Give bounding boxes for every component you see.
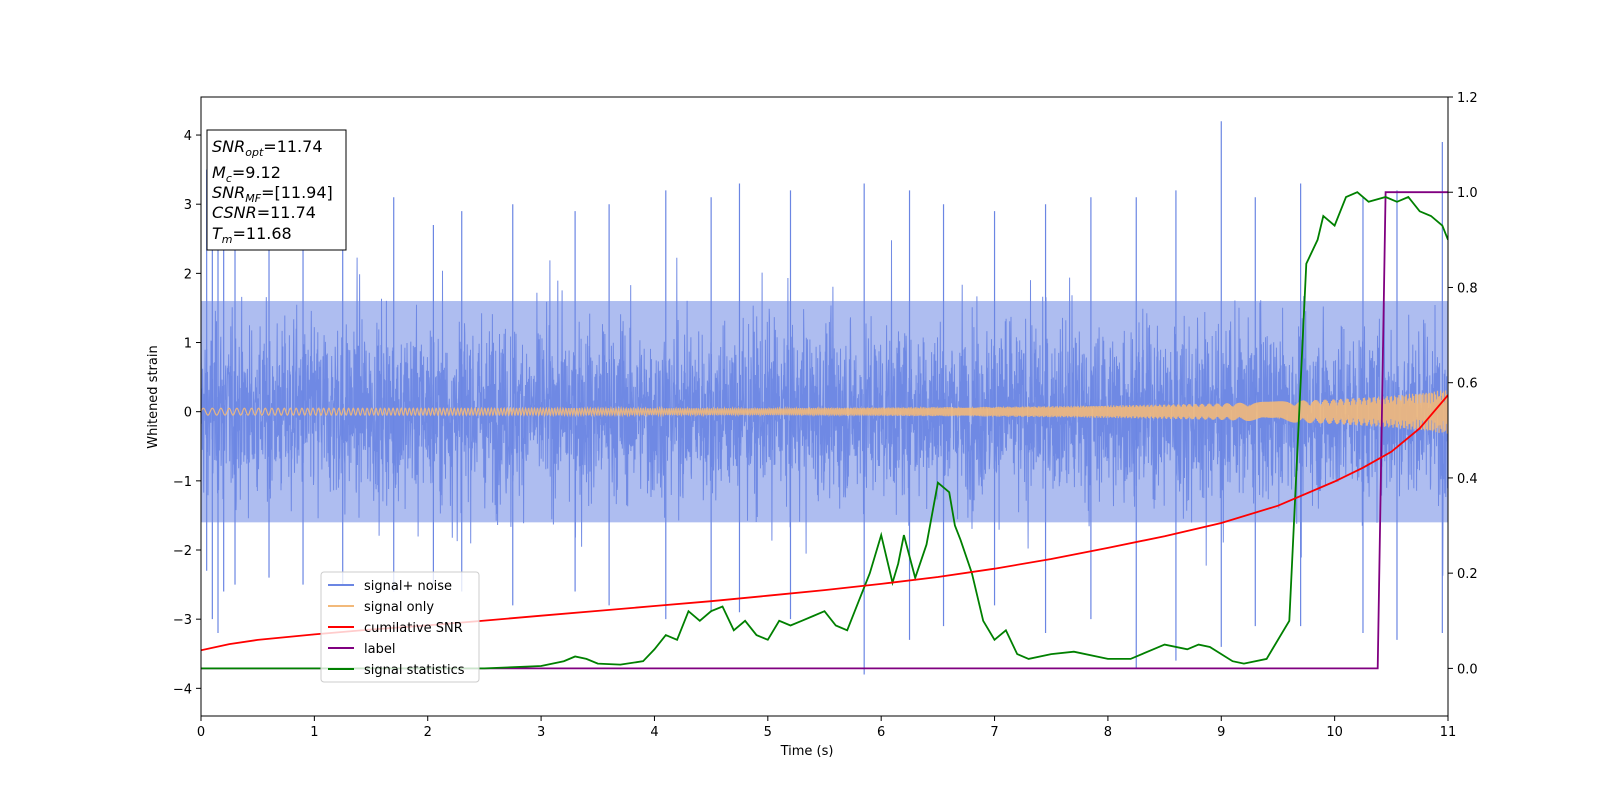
y2-tick-label: 0.8 [1457,281,1478,296]
x-tick-label: 8 [1104,725,1112,740]
info-box: SNRopt=11.74 Mc=9.12 SNRMF=[11.94] CSNR=… [206,129,347,251]
legend-entry-noise: signal+ noise [364,579,452,594]
x-tick-label: 1 [310,725,318,740]
y2-tick-label: 1.2 [1457,91,1478,106]
info-mc: Mc=9.12 [212,163,281,185]
y2-tick-label: 0.0 [1457,662,1478,677]
info-snr-opt: SNRopt=11.74 [212,137,323,159]
y-tick-label: 1 [184,337,192,352]
y-tick-label: −4 [173,682,192,697]
x-tick-label: 10 [1326,725,1343,740]
series-stats-line [201,191,1448,670]
series-label-line [201,191,1448,670]
legend-entry-stats: signal statistics [364,663,465,678]
y2-axis-ticks: 0.0 0.2 0.4 0.6 0.8 1.0 1.2 [1448,91,1478,677]
y-tick-label: 3 [184,198,192,213]
x-tick-label: 7 [990,725,998,740]
x-tick-label: 0 [197,725,205,740]
y2-tick-label: 0.4 [1457,472,1478,487]
info-box-frame [206,129,347,251]
plot-frame [200,96,1449,717]
legend-frame [320,571,480,683]
x-tick-label: 9 [1217,725,1225,740]
x-tick-label: 6 [877,725,885,740]
legend-entry-label: label [364,642,395,657]
y-tick-label: −1 [173,475,192,490]
x-tick-label: 4 [650,725,658,740]
y2-tick-label: 0.2 [1457,567,1478,582]
y-tick-label: 2 [184,267,192,282]
y2-tick-label: 1.0 [1457,186,1478,201]
y-axis-label: Whitened strain [146,345,161,448]
y-tick-label: 0 [184,406,192,421]
info-csnr: CSNR=11.74 [212,203,316,222]
x-axis-ticks: 0 1 2 3 4 5 6 7 8 9 10 11 [197,716,1456,740]
legend-entry-csnr: cumilative SNR [364,621,463,636]
x-tick-label: 2 [424,725,432,740]
x-axis-label: Time (s) [780,744,834,759]
y-axis-ticks: −4 −3 −2 −1 0 1 2 3 4 [173,129,201,697]
x-tick-label: 11 [1440,725,1457,740]
series-signal-line [201,390,1448,434]
y-tick-label: 4 [184,129,192,144]
info-tm: Tm=11.68 [212,224,292,246]
legend-entry-signal: signal only [364,600,434,615]
info-snr-mf: SNRMF=[11.94] [212,183,333,205]
y-tick-label: −3 [173,613,192,628]
legend: signal+ noise signal only cumilative SNR… [320,571,480,683]
signal-series-layer [201,390,1448,434]
x-tick-label: 3 [537,725,545,740]
y-tick-label: −2 [173,544,192,559]
x-tick-label: 5 [764,725,772,740]
y2-tick-label: 0.6 [1457,377,1478,392]
